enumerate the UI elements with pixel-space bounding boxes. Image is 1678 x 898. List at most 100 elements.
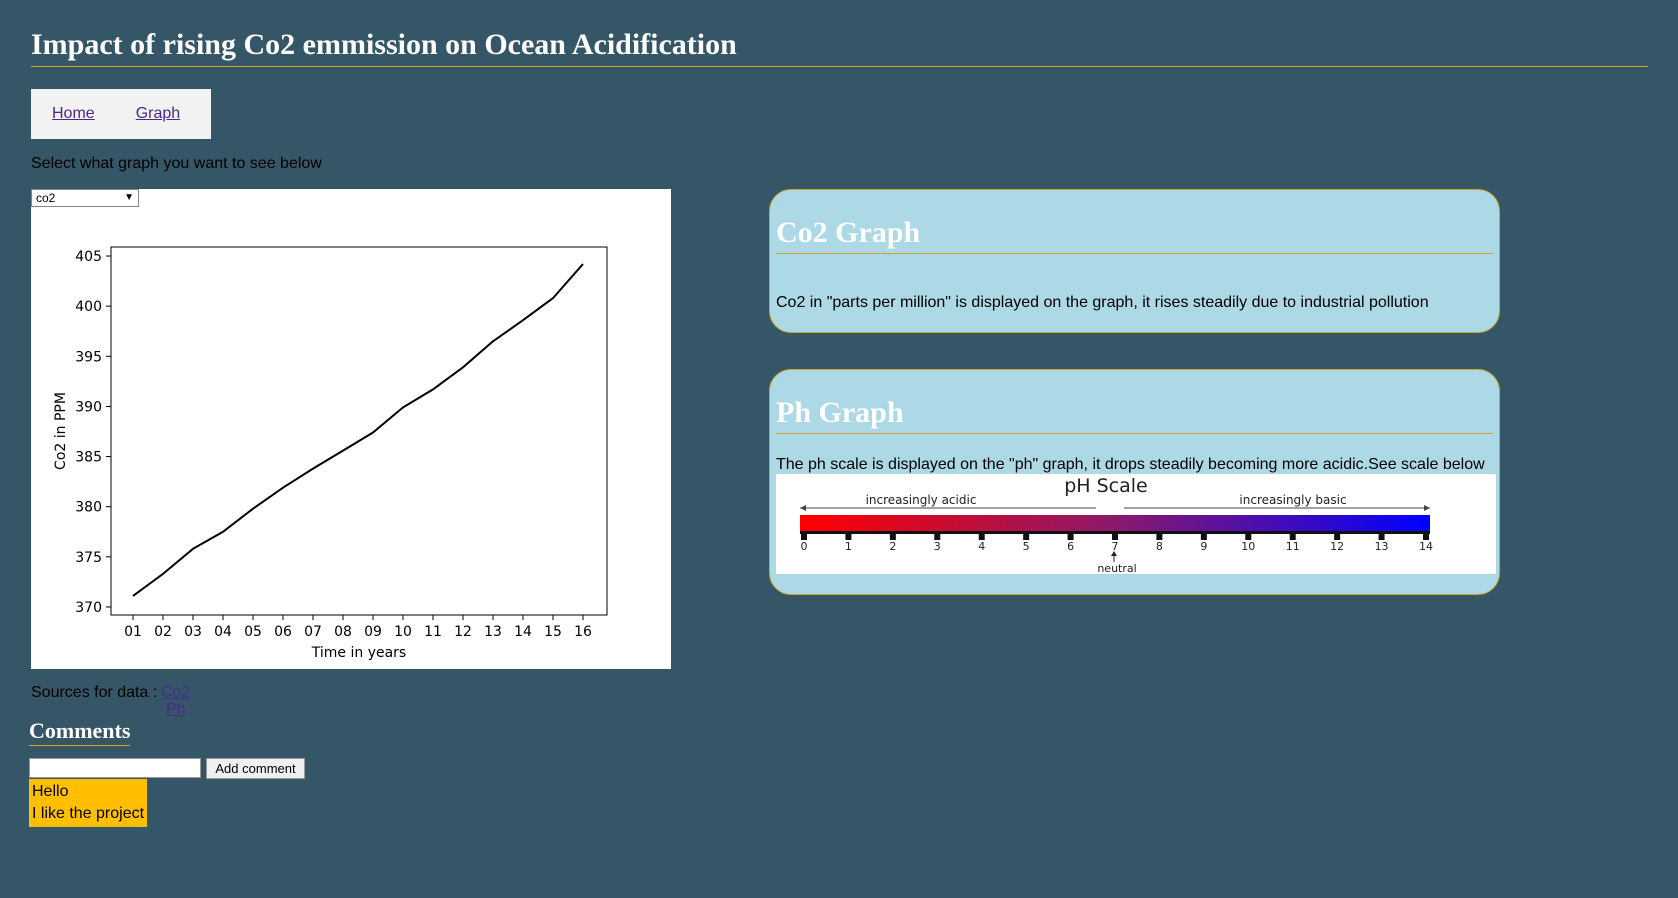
y-tick-label: 405 — [75, 249, 102, 265]
x-tick-label: 06 — [274, 624, 292, 640]
x-tick-label: 02 — [154, 624, 172, 640]
acidic-arrowhead — [800, 505, 806, 511]
ph-tick — [1067, 534, 1074, 540]
ph-tick — [845, 534, 852, 540]
x-tick-label: 08 — [334, 624, 352, 640]
x-tick-label: 11 — [424, 624, 442, 640]
ph-panel-text: The ph scale is displayed on the "ph" gr… — [776, 456, 1485, 473]
ph-tick — [1200, 534, 1207, 540]
ph-tick-label: 11 — [1286, 540, 1300, 553]
ph-tick — [801, 534, 807, 540]
ph-scale-ticks: 0 1 2 3 4 5 6 7 8 9 10 11 12 13 14 — [801, 534, 1433, 553]
x-axis: 01 02 03 04 05 06 07 08 09 10 11 12 13 14 15 16 — [124, 615, 592, 640]
graph-select-label: Select what graph you want to see below — [31, 155, 322, 172]
ph-tick-label: 6 — [1067, 540, 1074, 553]
nav-link-graph[interactable]: Graph — [135, 105, 181, 122]
navbar: Home Graph — [31, 89, 211, 139]
y-tick-label: 375 — [75, 550, 102, 566]
ph-tick-label: 4 — [978, 540, 985, 553]
y-tick-label: 400 — [75, 299, 102, 315]
x-tick-label: 10 — [394, 624, 412, 640]
x-tick-label: 15 — [544, 624, 562, 640]
comment-item: Hello — [32, 783, 69, 800]
basic-label: increasingly basic — [1239, 493, 1346, 507]
add-comment-button[interactable]: Add comment — [206, 758, 305, 779]
ph-panel-title: Ph Graph — [776, 396, 904, 429]
ph-scale-title: pH Scale — [1064, 475, 1148, 497]
x-tick-label: 03 — [184, 624, 202, 640]
ph-info-panel: Ph Graph The ph scale is displayed on th… — [769, 369, 1500, 595]
sources-label: Sources for data : — [31, 684, 158, 701]
ph-tick-label: 1 — [845, 540, 852, 553]
x-tick-label: 09 — [364, 624, 382, 640]
y-tick-label: 380 — [75, 500, 102, 516]
ph-panel-divider — [776, 433, 1493, 434]
x-tick-label: 04 — [214, 624, 232, 640]
ph-tick — [934, 534, 941, 540]
y-tick-label: 390 — [75, 399, 102, 415]
neutral-label: neutral — [1097, 562, 1136, 574]
x-tick-label: 01 — [124, 624, 142, 640]
ph-tick-label: 5 — [1023, 540, 1030, 553]
ph-tick-label: 13 — [1375, 540, 1389, 553]
source-link-co2[interactable]: Co2 — [161, 684, 191, 701]
neutral-arrowhead — [1111, 551, 1117, 556]
ph-tick-label: 3 — [934, 540, 941, 553]
co2-panel-text: Co2 in "parts per million" is displayed … — [776, 294, 1429, 311]
comments-heading: Comments — [29, 718, 131, 746]
ph-tick — [1423, 534, 1429, 540]
x-tick-label: 14 — [514, 624, 532, 640]
x-tick-label: 12 — [454, 624, 472, 640]
x-tick-label: 05 — [244, 624, 262, 640]
ph-tick — [1023, 534, 1030, 540]
source-link-ph[interactable]: Ph — [166, 701, 186, 718]
ph-tick — [1156, 534, 1163, 540]
plot-frame — [110, 246, 608, 616]
page-title: Impact of rising Co2 emmission on Ocean … — [31, 28, 737, 61]
ph-bar-baseline — [800, 531, 1430, 534]
graph-select-value: co2 — [36, 191, 56, 205]
chevron-down-icon: ▼ — [124, 192, 134, 203]
ph-tick — [1112, 534, 1118, 540]
ph-tick-label: 0 — [801, 540, 808, 553]
ph-tick-label: 7 — [1112, 540, 1119, 553]
ph-tick — [1334, 534, 1341, 540]
series-line-co2 — [132, 263, 584, 597]
graph-select-dropdown[interactable]: co2 ▼ — [31, 189, 139, 207]
x-tick-label: 07 — [304, 624, 322, 640]
ph-tick-label: 10 — [1241, 540, 1255, 553]
ph-gradient-bar — [800, 515, 1430, 532]
y-tick-label: 370 — [75, 600, 102, 616]
nav-link-home[interactable]: Home — [52, 105, 95, 122]
comment-item: I like the project — [32, 805, 145, 822]
chart-container: co2 ▼ 370 375 380 385 390 395 400 405 01 02 03 04 0… — [31, 189, 671, 669]
ph-tick-label: 2 — [889, 540, 896, 553]
ph-tick-label: 12 — [1330, 540, 1344, 553]
co2-info-panel: Co2 Graph Co2 in "parts per million" is … — [769, 189, 1500, 333]
ph-tick — [1245, 534, 1252, 540]
x-axis-label: Time in years — [311, 645, 406, 661]
acidic-label: increasingly acidic — [866, 493, 977, 507]
ph-tick-label: 8 — [1156, 540, 1163, 553]
x-tick-label: 13 — [484, 624, 502, 640]
title-divider — [31, 66, 1648, 67]
ph-tick — [1289, 534, 1296, 540]
co2-panel-title: Co2 Graph — [776, 216, 921, 249]
comment-input[interactable] — [29, 758, 201, 778]
y-tick-label: 395 — [75, 349, 102, 365]
y-axis-label: Co2 in PPM — [53, 392, 69, 470]
comments-list: Hello I like the project — [29, 779, 148, 827]
ph-tick-label: 9 — [1200, 540, 1207, 553]
x-tick-label: 16 — [574, 624, 592, 640]
y-tick-label: 385 — [75, 450, 102, 466]
co2-panel-divider — [776, 253, 1493, 254]
y-axis: 370 375 380 385 390 395 400 405 — [75, 249, 111, 616]
ph-tick-label: 14 — [1419, 540, 1433, 553]
ph-scale-image: pH Scale increasingly acidic increasingl… — [776, 474, 1496, 575]
basic-arrowhead — [1424, 505, 1430, 511]
ph-tick — [978, 534, 985, 540]
ph-tick — [1378, 534, 1385, 540]
data-sources: Sources for data : Co2 Ph — [31, 684, 190, 718]
ph-tick — [889, 534, 896, 540]
